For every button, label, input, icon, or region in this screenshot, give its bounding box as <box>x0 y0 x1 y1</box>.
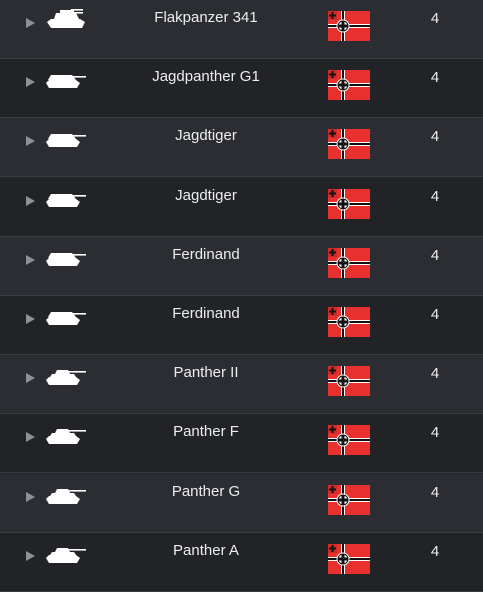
medium-tank-silhouette-icon <box>42 541 88 565</box>
expand-arrow-icon[interactable] <box>26 18 35 28</box>
vehicle-row[interactable]: Panther A 4 <box>0 532 483 592</box>
vehicle-name: Jagdtiger <box>175 186 237 204</box>
medium-tank-silhouette-icon <box>42 422 88 446</box>
expand-arrow-icon[interactable] <box>26 195 35 206</box>
tank-destroyer-silhouette-icon <box>42 304 88 328</box>
vehicle-row[interactable]: Panther G 4 <box>0 473 483 533</box>
nation-flag-icon <box>328 366 370 397</box>
nation-flag-icon <box>328 543 370 574</box>
nation-flag-icon <box>328 247 370 278</box>
vehicle-tier: 4 <box>430 128 440 146</box>
nation-flag-icon <box>328 484 370 515</box>
vehicle-tier: 4 <box>430 483 440 501</box>
expand-arrow-icon[interactable] <box>26 432 35 443</box>
vehicle-row[interactable]: Panther II 4 <box>0 355 483 415</box>
vehicle-row[interactable]: Ferdinand 4 <box>0 236 483 296</box>
vehicle-tier: 4 <box>430 424 440 442</box>
tank-destroyer-silhouette-icon <box>42 126 88 150</box>
vehicle-row[interactable]: Jagdtiger 4 <box>0 177 483 237</box>
vehicle-tier: 4 <box>430 365 440 383</box>
expand-arrow-icon[interactable] <box>26 136 35 147</box>
nation-flag-icon <box>328 188 370 219</box>
tank-destroyer-silhouette-icon <box>42 186 88 210</box>
medium-tank-silhouette-icon <box>42 363 88 387</box>
tank-destroyer-silhouette-icon <box>42 67 88 91</box>
vehicle-row[interactable]: Jagdpanther G1 4 <box>0 59 483 119</box>
vehicle-name: Panther II <box>173 364 239 382</box>
vehicle-name: Flakpanzer 341 <box>154 9 258 26</box>
vehicle-name: Ferdinand <box>172 305 240 322</box>
expand-arrow-icon[interactable] <box>26 491 35 502</box>
medium-tank-silhouette-icon <box>42 482 88 506</box>
vehicle-name: Jagdtiger <box>175 127 237 145</box>
vehicle-row[interactable]: Jagdtiger 4 <box>0 118 483 178</box>
vehicle-name: Jagdpanther G1 <box>152 68 260 86</box>
tank-destroyer-silhouette-icon <box>42 245 88 269</box>
vehicle-tier: 4 <box>430 246 440 264</box>
nation-flag-icon <box>328 307 370 337</box>
vehicle-name: Panther A <box>173 541 239 559</box>
nation-flag-icon <box>328 129 370 160</box>
vehicle-name: Panther G <box>171 482 241 500</box>
vehicle-row[interactable]: Ferdinand 4 <box>0 296 483 355</box>
vehicle-tier: 4 <box>430 69 440 87</box>
nation-flag-icon <box>328 70 370 101</box>
vehicle-name: Panther F <box>173 423 239 441</box>
expand-arrow-icon[interactable] <box>26 314 35 324</box>
vehicle-name: Ferdinand <box>172 245 240 263</box>
vehicle-tier: 4 <box>430 10 440 27</box>
spaa-silhouette-icon <box>42 8 88 32</box>
nation-flag-icon <box>328 11 370 41</box>
expand-arrow-icon[interactable] <box>26 77 35 88</box>
vehicle-tier: 4 <box>430 187 440 205</box>
vehicle-row[interactable]: Flakpanzer 341 4 <box>0 0 483 59</box>
vehicle-tier: 4 <box>430 542 440 560</box>
expand-arrow-icon[interactable] <box>26 373 35 384</box>
expand-arrow-icon[interactable] <box>26 550 35 561</box>
expand-arrow-icon[interactable] <box>26 254 35 265</box>
nation-flag-icon <box>328 425 370 456</box>
vehicle-row[interactable]: Panther F 4 <box>0 414 483 474</box>
vehicle-tier: 4 <box>430 306 440 323</box>
